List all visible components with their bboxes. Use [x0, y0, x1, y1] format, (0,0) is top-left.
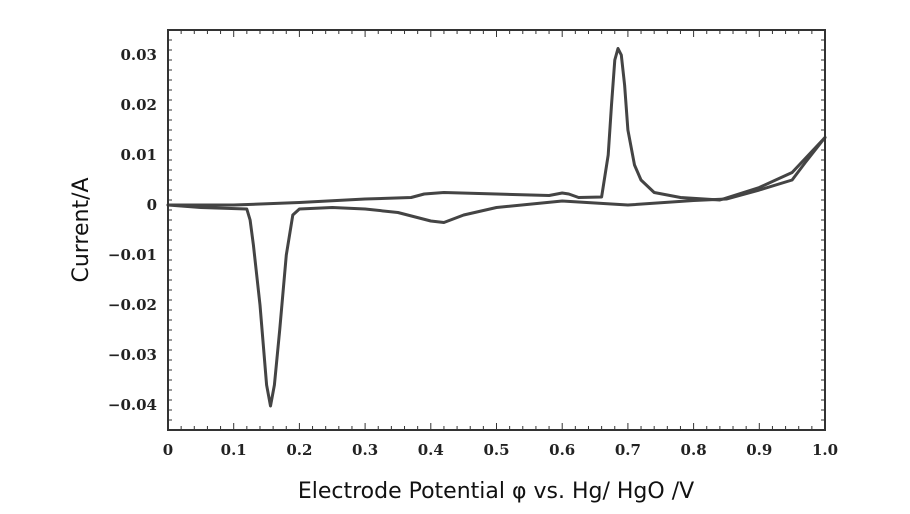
plot-frame [167, 29, 826, 431]
y-axis: 0.03 0.02 0.01 0 −0.01 −0.02 −0.03 −0.04 [108, 46, 157, 414]
x-axis: 0 0.1 0.2 0.3 0.4 0.5 0.6 0.7 0.8 0.9 1.0 [163, 441, 838, 459]
y-tick-label: 0 [147, 196, 157, 214]
y-tick-label: 0.01 [120, 146, 157, 164]
x-tick-label: 1.0 [812, 441, 838, 459]
x-tick-label: 0.2 [286, 441, 312, 459]
x-tick-label: 0.9 [746, 441, 772, 459]
y-tick-label: −0.03 [108, 346, 157, 364]
x-tick-label: 0.4 [418, 441, 444, 459]
x-axis-label: Electrode Potential φ vs. Hg/ HgO /V [298, 479, 694, 504]
x-tick-label: 0.3 [352, 441, 378, 459]
x-tick-label: 0.5 [483, 441, 509, 459]
y-tick-label: 0.02 [120, 96, 157, 114]
y-tick-label: 0.03 [120, 46, 157, 64]
x-tick-label: 0.8 [681, 441, 707, 459]
voltammogram-curves [166, 47, 827, 408]
y-axis-label: Current/A [69, 177, 94, 282]
y-tick-label: −0.02 [108, 296, 157, 314]
anodic-sweep-line [166, 47, 827, 207]
x-tick-label: 0 [163, 441, 173, 459]
x-tick-label: 0.6 [549, 441, 575, 459]
y-tick-label: −0.04 [108, 396, 157, 414]
y-tick-label: −0.01 [108, 246, 157, 264]
x-tick-label: 0.7 [615, 441, 641, 459]
x-tick-label: 0.1 [221, 441, 247, 459]
cathodic-sweep-line [166, 136, 827, 408]
